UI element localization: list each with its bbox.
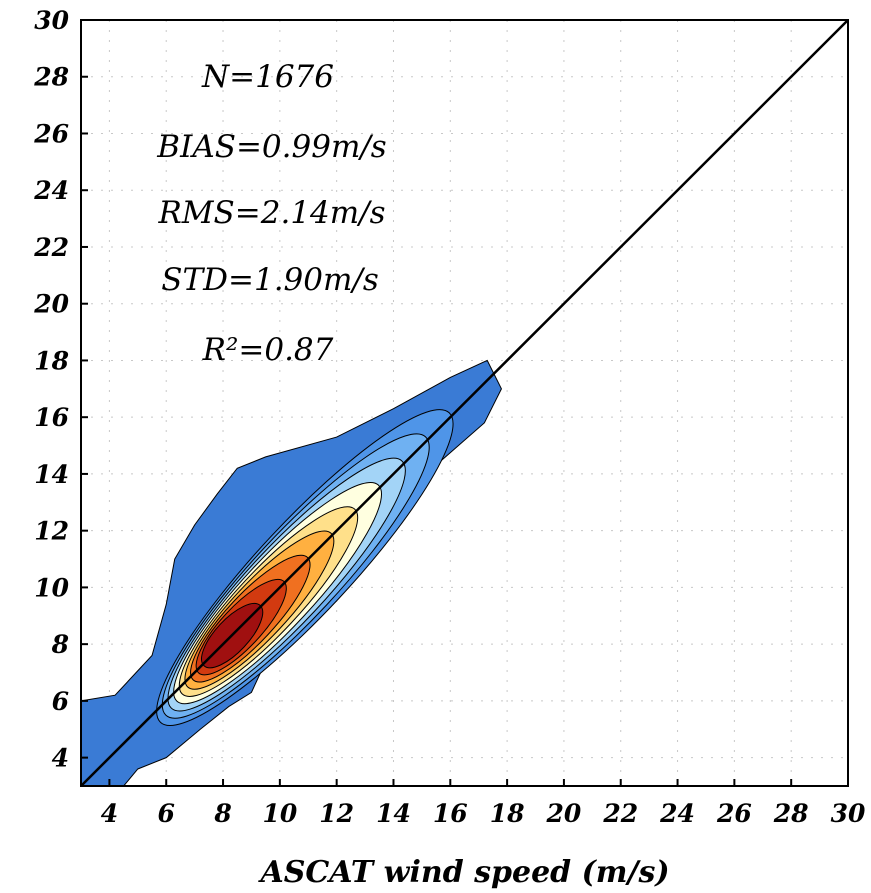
stat-std: STD=1.90m/s	[161, 262, 379, 298]
x-tick-label: 26	[716, 799, 752, 828]
y-tick-label: 18	[34, 346, 69, 375]
density-contour-outer	[81, 359, 502, 786]
x-tick-label: 14	[376, 799, 411, 828]
y-tick-label: 8	[51, 630, 69, 659]
x-tick-label: 24	[659, 799, 695, 828]
y-tick-label: 28	[33, 63, 69, 92]
stat-r2: R²=0.87	[202, 332, 334, 368]
x-tick-label: 20	[546, 799, 582, 828]
x-tick-label: 30	[831, 799, 866, 828]
x-tick-label: 28	[773, 799, 809, 828]
y-tick-label: 16	[34, 403, 69, 432]
x-tick-label: 22	[602, 799, 638, 828]
x-axis-title: ASCAT wind speed (m/s)	[257, 855, 669, 890]
stat-rms: RMS=2.14m/s	[157, 195, 385, 231]
y-tick-label: 4	[52, 744, 69, 773]
y-tick-label: 10	[34, 573, 69, 602]
stat-n: N=1676	[201, 59, 334, 95]
y-tick-label: 22	[33, 233, 69, 262]
stat-bias: BIAS=0.99m/s	[156, 129, 386, 165]
x-tick-label: 16	[433, 799, 468, 828]
one-to-one-line	[80, 19, 849, 787]
x-tick-label: 4	[101, 799, 118, 828]
x-tick-label: 18	[490, 799, 525, 828]
statistics-annotations: N=1676 BIAS=0.99m/s RMS=2.14m/s STD=1.90…	[156, 59, 386, 368]
x-tick-label: 6	[158, 799, 175, 828]
x-tick-label: 10	[262, 799, 297, 828]
x-axis-ticks: 4 6 8 10 12 14 16 18 20 22 24 26 28 30	[101, 779, 866, 828]
y-tick-label: 30	[34, 6, 69, 35]
y-tick-label: 20	[33, 290, 69, 319]
y-tick-label: 6	[52, 687, 69, 716]
x-tick-label: 8	[213, 799, 231, 828]
y-tick-label: 24	[33, 176, 69, 205]
y-tick-label: 26	[33, 119, 69, 148]
y-tick-label: 12	[34, 517, 69, 546]
x-tick-label: 12	[319, 799, 354, 828]
y-axis-ticks: 4 6 8 10 12 14 16 18 20 22 24 26 28 30	[33, 6, 88, 773]
plot-frame	[80, 19, 849, 787]
y-tick-label: 14	[34, 460, 69, 489]
